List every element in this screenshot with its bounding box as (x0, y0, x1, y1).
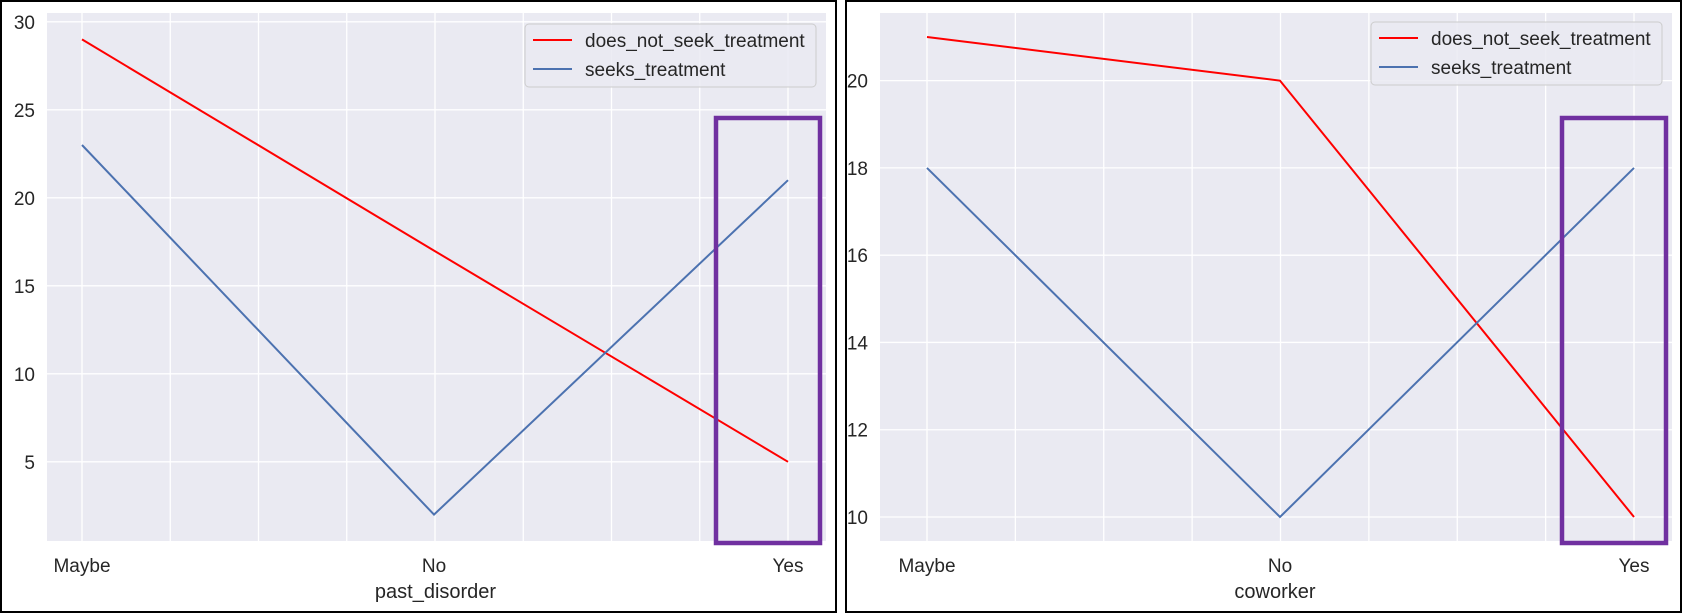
line-chart-past-disorder: 5 10 15 20 25 30 Maybe No Yes past_disorder does_n… (0, 0, 837, 613)
y-tick-label: 10 (847, 508, 868, 529)
legend-label: seeks_treatment (1431, 58, 1572, 79)
y-tick-label: 14 (847, 333, 869, 354)
plot-area (880, 13, 1672, 541)
x-tick-label: Yes (1619, 556, 1650, 577)
x-tick-label: Maybe (898, 556, 955, 577)
y-tick-label: 15 (14, 277, 35, 298)
y-tick-label: 18 (847, 159, 868, 180)
legend-label: seeks_treatment (585, 60, 726, 81)
highlight-box (713, 115, 823, 546)
y-gridlines (47, 21, 826, 463)
y-tick-label: 16 (847, 246, 868, 267)
y-tick-label: 25 (14, 101, 35, 122)
x-gridlines (926, 13, 1635, 541)
y-tick-label: 12 (847, 421, 868, 442)
y-tick-label: 20 (847, 72, 868, 93)
line-chart-coworker: 10 12 14 16 18 20 Maybe No Yes coworker does_not_s… (845, 0, 1682, 613)
chart-panel-past-disorder: 5 10 15 20 25 30 Maybe No Yes past_disorder does_n… (0, 0, 837, 613)
x-tick-label: No (422, 556, 446, 577)
y-tick-label: 10 (14, 365, 35, 386)
x-tick-label: Yes (773, 556, 804, 577)
legend-box (1370, 21, 1663, 86)
y-tick-label: 30 (14, 13, 35, 34)
legend-label: does_not_seek_treatment (1431, 29, 1651, 50)
legend: does_not_seek_treatment seeks_treatment (524, 23, 817, 88)
x-axis-label: coworker (1234, 581, 1315, 603)
x-tick-label: No (1268, 556, 1292, 577)
legend-label: does_not_seek_treatment (585, 31, 805, 52)
y-tick-label: 5 (24, 453, 35, 474)
chart-panel-coworker: 10 12 14 16 18 20 Maybe No Yes coworker does_not_s… (845, 0, 1682, 613)
y-tick-label: 20 (14, 189, 35, 210)
plot-area (47, 13, 826, 541)
highlight-box (1559, 115, 1669, 546)
x-gridlines (81, 13, 789, 541)
x-axis-label: past_disorder (375, 581, 497, 603)
x-tick-label: Maybe (53, 556, 110, 577)
legend-box (524, 23, 817, 88)
legend: does_not_seek_treatment seeks_treatment (1370, 21, 1663, 86)
